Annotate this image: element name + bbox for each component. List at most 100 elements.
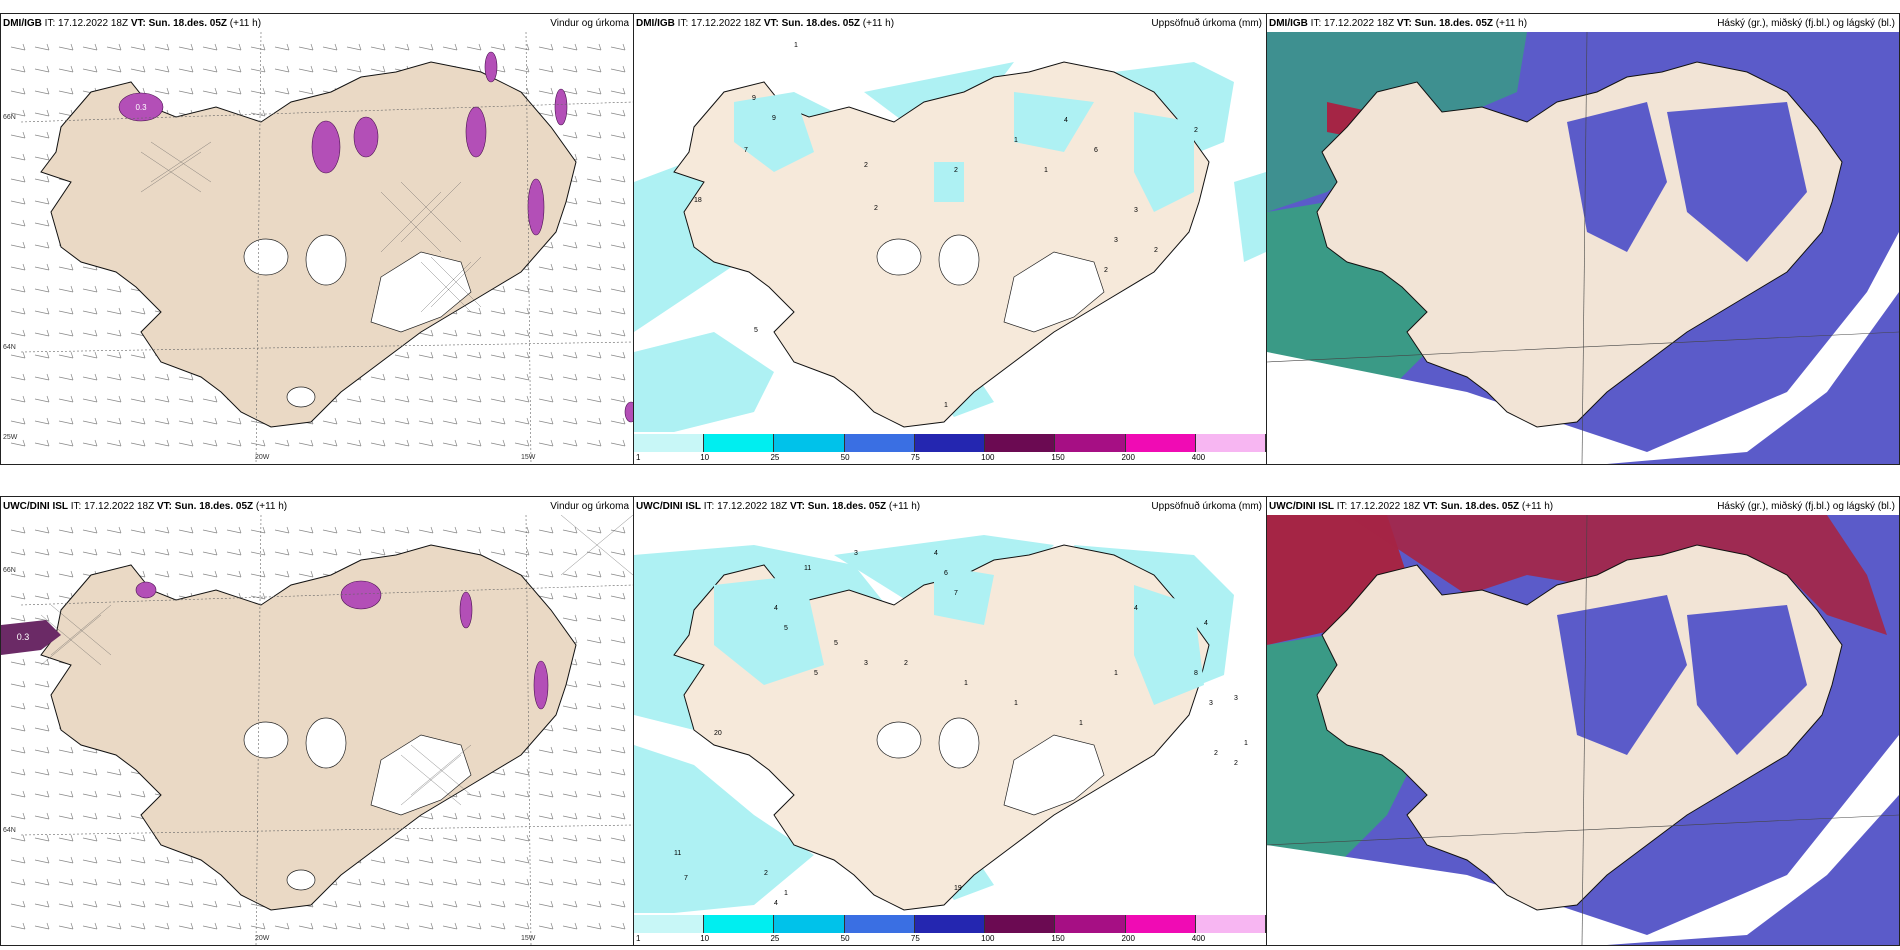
wind-barb: [226, 922, 242, 930]
wind-barb: [610, 856, 626, 864]
precip-number: 4: [1064, 117, 1068, 124]
wind-barb: [418, 373, 434, 381]
wind-barb: [34, 878, 50, 886]
wind-barb: [10, 526, 26, 534]
colorbar-label: 1: [636, 453, 641, 462]
wind-barb: [10, 878, 26, 886]
wind-barb: [586, 592, 602, 600]
colorbar-label: 75: [910, 453, 920, 462]
wind-barb: [34, 570, 50, 578]
wind-barb: [610, 131, 626, 139]
wind-barb: [10, 812, 26, 820]
wind-map: 0.3: [1, 515, 633, 945]
wind-barb: [562, 131, 578, 139]
wind-barb: [586, 219, 602, 227]
wind-barb: [10, 65, 26, 73]
wind-barb: [562, 570, 578, 578]
wind-barb: [34, 351, 50, 359]
precip-number: 1: [1044, 167, 1048, 174]
wind-barb: [154, 417, 170, 425]
precip-number: 1: [1114, 670, 1118, 677]
wind-barb: [418, 856, 434, 864]
precip-number: 2: [1234, 760, 1238, 767]
wind-barb: [34, 43, 50, 51]
precip-number: 4: [934, 550, 938, 557]
wind-barb: [298, 65, 314, 73]
wind-barb: [82, 922, 98, 930]
wind-barb: [202, 439, 218, 447]
wind-barb: [130, 439, 146, 447]
wind-barb: [538, 65, 554, 73]
wind-barb: [538, 768, 554, 776]
wind-barb: [514, 548, 530, 556]
wind-barb: [514, 43, 530, 51]
wind-barb: [178, 548, 194, 556]
wind-barb: [130, 526, 146, 534]
wind-barb: [562, 87, 578, 95]
wind-barb: [490, 768, 506, 776]
precip-number: 4: [1134, 605, 1138, 612]
wind-barb: [106, 285, 122, 293]
precip-on-land: [734, 92, 1194, 212]
wind-barb: [322, 526, 338, 534]
wind-barb: [514, 768, 530, 776]
panel-wind-row1: DMI/IGB IT: 17.12.2022 18Z VT: Sun. 18.d…: [0, 13, 634, 465]
colorbar: 1 10 25 50 75 100 150 200 400: [634, 434, 1266, 464]
panel-title: Vindur og úrkoma: [550, 501, 629, 512]
wind-barb: [514, 307, 530, 315]
wind-barb: [10, 900, 26, 908]
wind-barb: [298, 87, 314, 95]
wind-barb: [154, 87, 170, 95]
wind-barb: [490, 790, 506, 798]
wind-barb: [34, 109, 50, 117]
wind-barb: [58, 856, 74, 864]
wind-barb: [490, 373, 506, 381]
wind-barb: [394, 878, 410, 886]
wind-barb: [10, 417, 26, 425]
wind-barb: [418, 834, 434, 842]
wind-barb: [562, 285, 578, 293]
colorbar-cell: [1195, 915, 1266, 933]
precip-number: 1: [964, 680, 968, 687]
wind-barb: [586, 175, 602, 183]
wind-barb: [10, 241, 26, 249]
wind-barb: [586, 548, 602, 556]
wind-barb: [370, 43, 386, 51]
wind-barb: [466, 307, 482, 315]
precip-number: 2: [1194, 127, 1198, 134]
wind-barb: [250, 570, 266, 578]
wind-barb: [394, 856, 410, 864]
wind-barb: [178, 373, 194, 381]
colorbar-cell: [1125, 434, 1196, 452]
precip-number: 2: [904, 660, 908, 667]
precip-number: 8: [1194, 670, 1198, 677]
wind-barb: [394, 43, 410, 51]
wind-barb: [226, 87, 242, 95]
colorbar-cell: [1125, 915, 1196, 933]
wind-barb: [562, 548, 578, 556]
wind-barb: [562, 790, 578, 798]
wind-barb: [466, 878, 482, 886]
wind-barb: [10, 219, 26, 227]
wind-barb: [562, 856, 578, 864]
wind-barb: [562, 241, 578, 249]
precip-number: 6: [944, 570, 948, 577]
wind-barb: [562, 373, 578, 381]
wind-barb: [466, 526, 482, 534]
wind-barb: [274, 526, 290, 534]
wind-barb: [202, 417, 218, 425]
wind-barb: [586, 900, 602, 908]
wind-barb: [346, 417, 362, 425]
wind-barb: [10, 175, 26, 183]
wind-barb: [250, 922, 266, 930]
precip-number: 20: [714, 730, 722, 737]
wind-barb: [154, 548, 170, 556]
wind-barb: [442, 856, 458, 864]
wind-barb: [562, 307, 578, 315]
wind-barb: [562, 922, 578, 930]
model-name: DMI/IGB: [1269, 18, 1308, 29]
panel-cloud-row1: DMI/IGB IT: 17.12.2022 18Z VT: Sun. 18.d…: [1266, 13, 1900, 465]
wind-barb: [394, 417, 410, 425]
wind-barb: [418, 417, 434, 425]
wind-barb: [10, 329, 26, 337]
